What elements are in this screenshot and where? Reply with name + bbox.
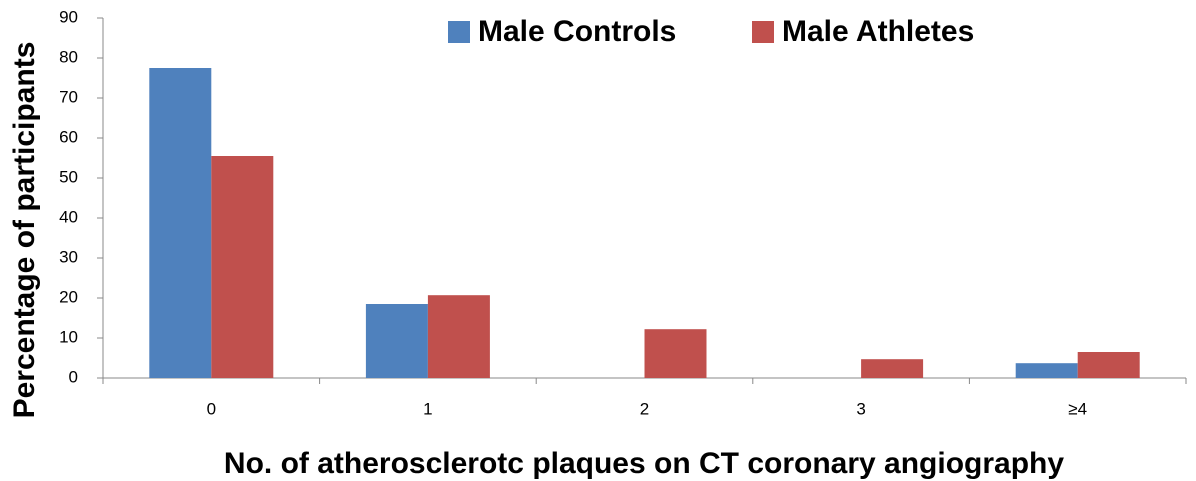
x-tick-label: 2 bbox=[640, 399, 649, 418]
bar bbox=[211, 156, 274, 378]
legend-swatch bbox=[752, 21, 774, 43]
y-tick-label: 20 bbox=[59, 287, 78, 306]
y-tick-label: 30 bbox=[59, 247, 78, 266]
bar bbox=[365, 304, 428, 378]
y-tick-label: 70 bbox=[59, 87, 78, 106]
legend-label: Male Athletes bbox=[782, 15, 974, 48]
y-tick-label: 60 bbox=[59, 127, 78, 146]
legend-swatch bbox=[448, 21, 470, 43]
y-axis-title: Percentage of participants bbox=[8, 42, 41, 419]
legend-label: Male Controls bbox=[478, 15, 676, 48]
bar bbox=[149, 68, 212, 378]
x-tick-label: 3 bbox=[856, 399, 865, 418]
x-tick-label: ≥4 bbox=[1068, 399, 1087, 418]
bar bbox=[644, 329, 707, 378]
bar bbox=[1015, 363, 1078, 378]
bar bbox=[861, 359, 924, 378]
y-tick-label: 50 bbox=[59, 167, 78, 186]
y-tick-label: 90 bbox=[59, 7, 78, 26]
y-tick-label: 80 bbox=[59, 47, 78, 66]
bar bbox=[427, 295, 490, 378]
y-tick-label: 0 bbox=[69, 367, 78, 386]
y-tick-label: 10 bbox=[59, 327, 78, 346]
x-tick-label: 1 bbox=[423, 399, 432, 418]
y-tick-label: 40 bbox=[59, 207, 78, 226]
bar bbox=[1077, 352, 1140, 378]
x-axis-title: No. of atherosclerotc plaques on CT coro… bbox=[224, 447, 1064, 480]
x-tick-label: 0 bbox=[207, 399, 216, 418]
